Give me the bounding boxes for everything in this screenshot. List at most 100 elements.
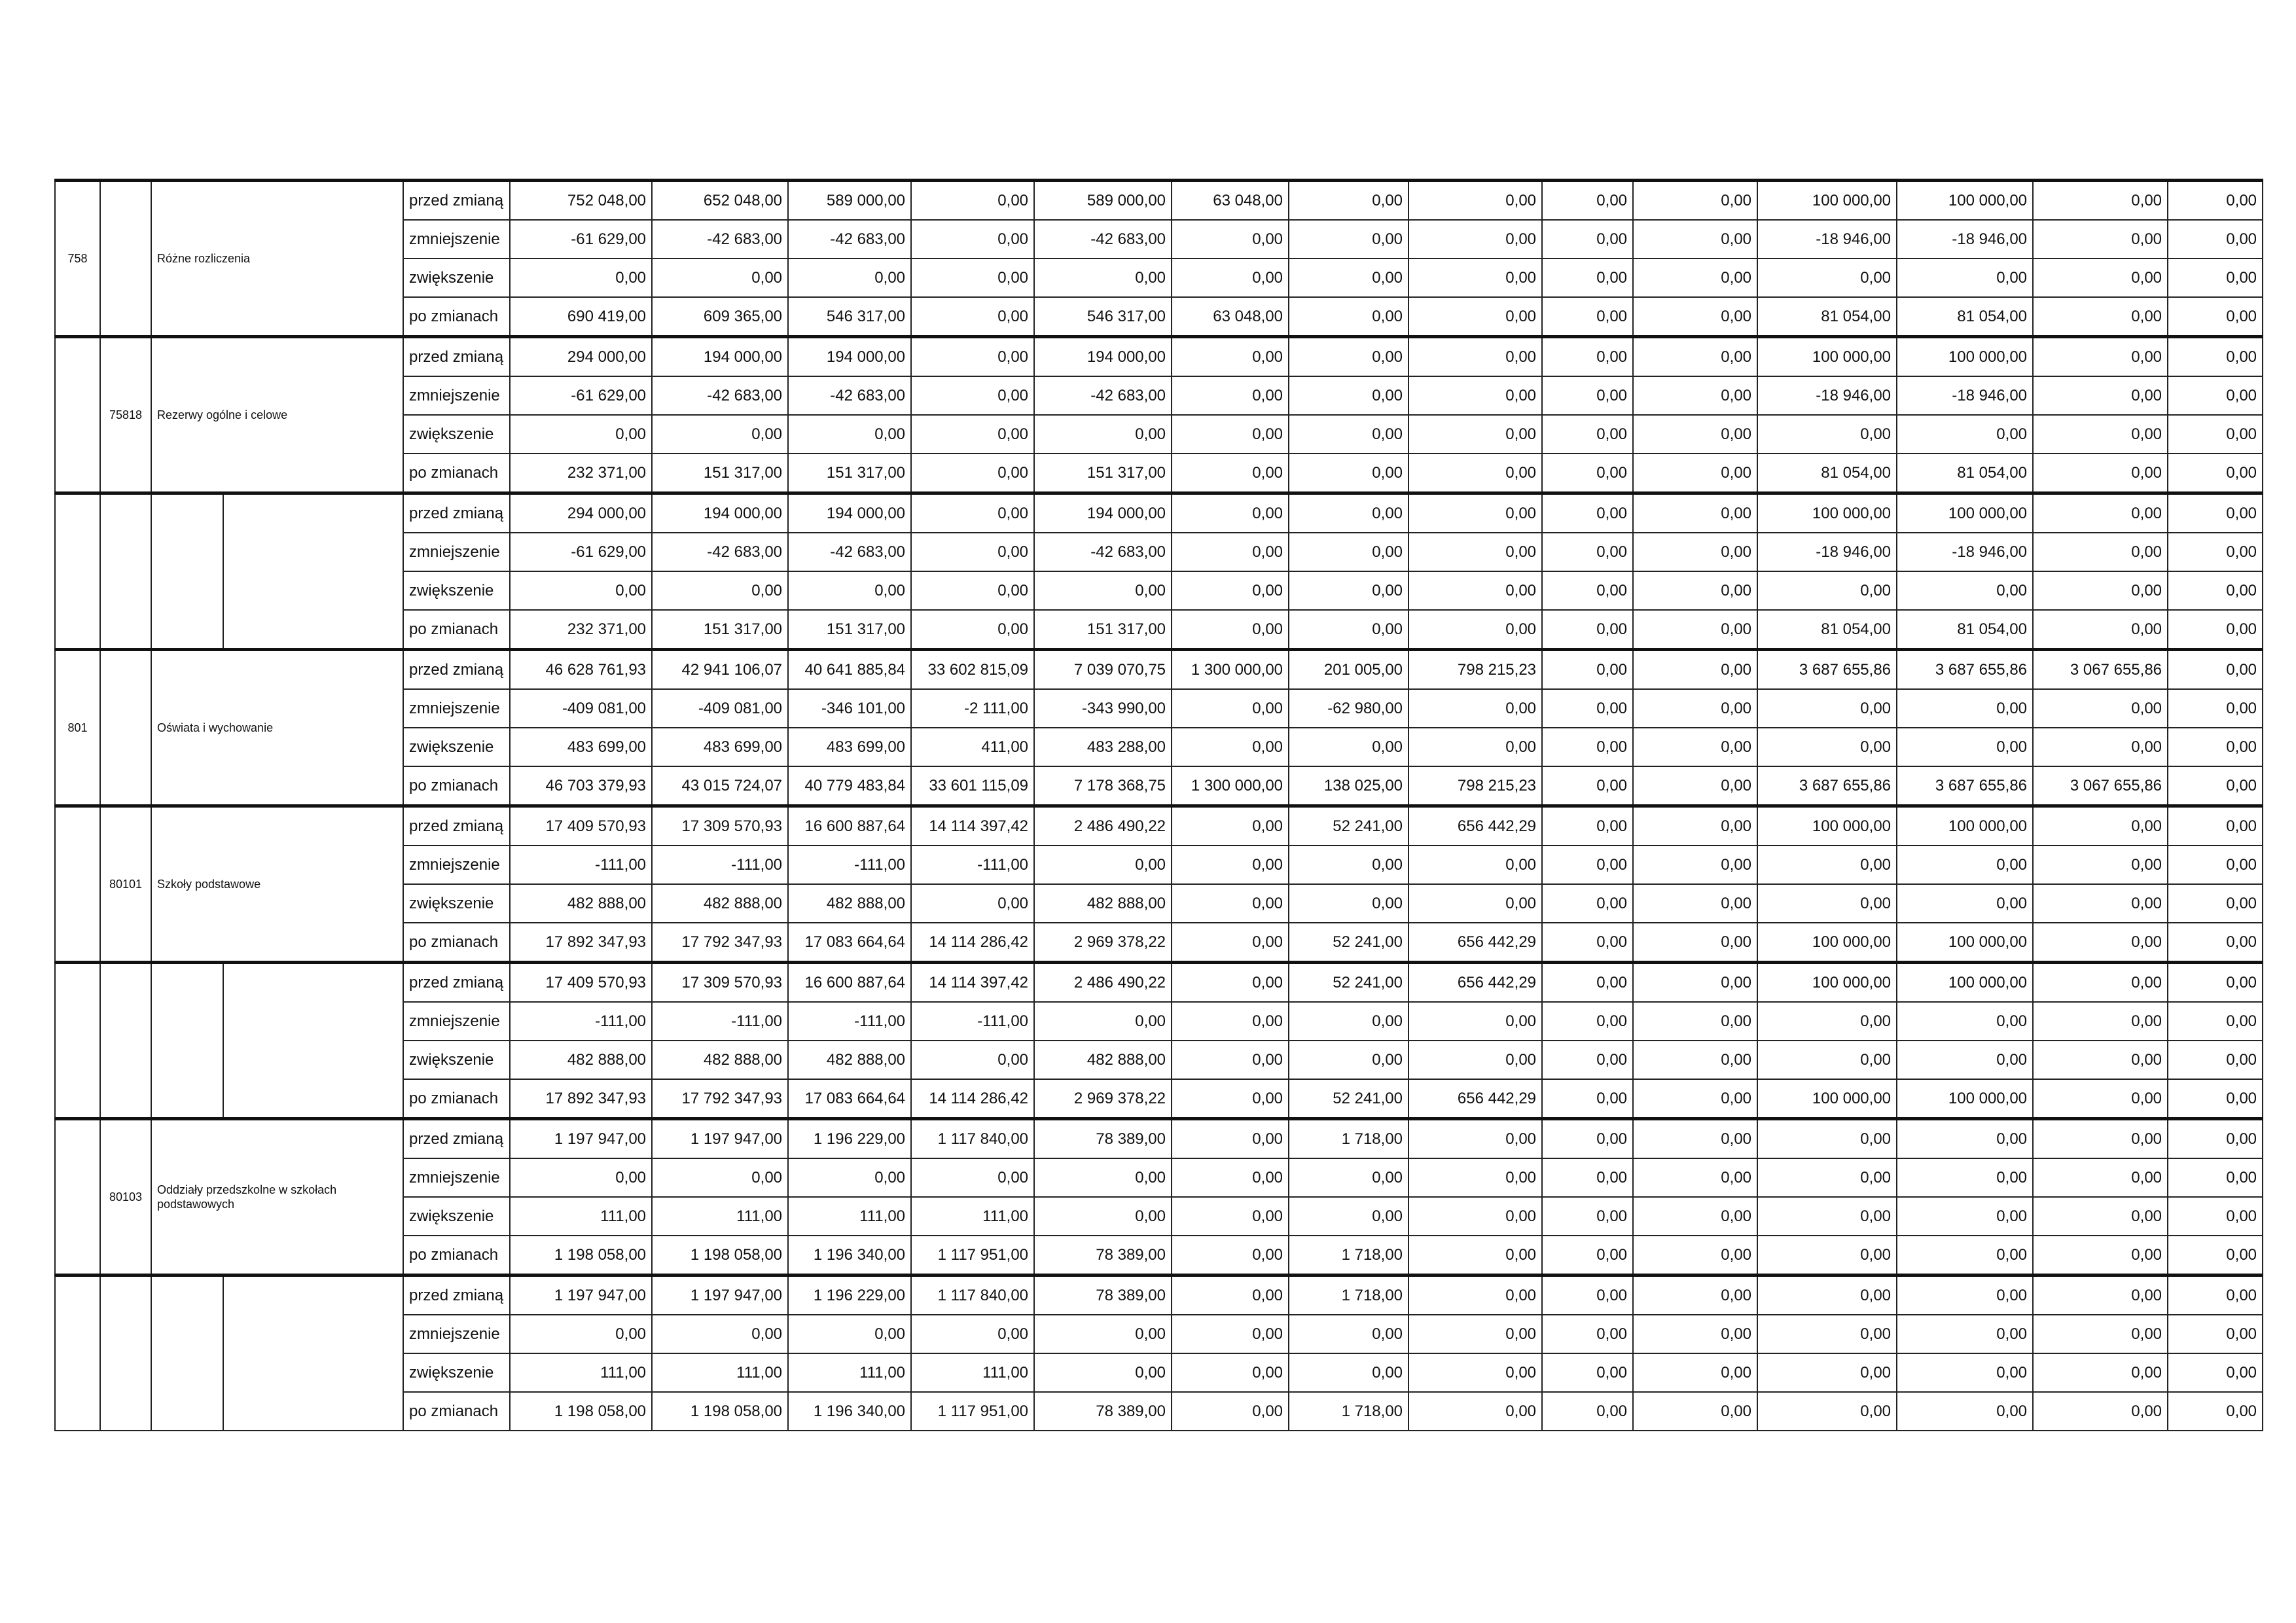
value-cell: -18 946,00 — [1757, 219, 1898, 259]
row-label: zmniejszenie — [403, 845, 511, 885]
value-cell: 0,00 — [1541, 804, 1634, 846]
value-cell: 0,00 — [2032, 219, 2169, 259]
row-label: po zmianach — [403, 1079, 511, 1120]
value-cell: 0,00 — [2167, 414, 2264, 454]
value-cell: 0,00 — [1171, 1158, 1290, 1198]
value-cell: 0,00 — [2167, 532, 2264, 572]
value-cell: 0,00 — [1408, 376, 1543, 416]
row-label: zwiększenie — [403, 571, 511, 611]
value-cell: 1 300 000,00 — [1171, 648, 1290, 690]
table-row: zmniejszenie 0,00 0,00 0,00 0,00 0,00 0,00 0,00… — [55, 1314, 2264, 1354]
value-cell: 0,00 — [1171, 727, 1290, 767]
value-cell: 0,00 — [1896, 1158, 2034, 1198]
value-cell: 483 699,00 — [509, 727, 653, 767]
table-row: po zmianach 1 198 058,00 1 198 058,00 1 196… — [55, 1235, 2264, 1276]
budget-table: 758 Różne rozliczenia przed zmianą 752 048,… — [54, 179, 2264, 1431]
value-cell: -111,00 — [651, 1001, 789, 1041]
value-cell: 0,00 — [2167, 1001, 2264, 1041]
table-row: po zmianach 17 892 347,93 17 792 347,93 17 … — [55, 922, 2264, 963]
value-cell: 0,00 — [1408, 1353, 1543, 1393]
value-cell: 0,00 — [1632, 922, 1759, 963]
value-cell: 482 888,00 — [787, 1040, 912, 1080]
value-cell: -42 683,00 — [787, 376, 912, 416]
value-cell: 0,00 — [2167, 766, 2264, 807]
value-cell: 0,00 — [1033, 571, 1173, 611]
value-cell: 0,00 — [1288, 258, 1410, 298]
value-cell: 0,00 — [1408, 258, 1543, 298]
value-cell: 0,00 — [910, 571, 1035, 611]
value-cell: 0,00 — [509, 571, 653, 611]
value-cell: -42 683,00 — [1033, 532, 1173, 572]
value-cell: 0,00 — [1896, 1314, 2034, 1354]
value-cell: 0,00 — [1408, 532, 1543, 572]
value-cell: 546 317,00 — [787, 296, 912, 338]
value-cell: 81 054,00 — [1896, 609, 2034, 651]
value-cell: 100 000,00 — [1896, 1079, 2034, 1120]
value-cell: 0,00 — [1408, 491, 1543, 533]
value-cell: 0,00 — [2167, 1040, 2264, 1080]
value-cell: -18 946,00 — [1896, 219, 2034, 259]
value-cell: 2 486 490,22 — [1033, 961, 1173, 1003]
value-cell: 0,00 — [910, 296, 1035, 338]
value-cell: 0,00 — [1541, 296, 1634, 338]
name-cell: Szkoły podstawowe — [150, 804, 404, 963]
value-cell: 0,00 — [651, 258, 789, 298]
value-cell: 0,00 — [2032, 296, 2169, 338]
row-label: po zmianach — [403, 766, 511, 807]
value-cell: 0,00 — [1541, 453, 1634, 494]
value-cell: 1 117 951,00 — [910, 1391, 1035, 1431]
value-cell: 0,00 — [1541, 1314, 1634, 1354]
value-cell: 0,00 — [1171, 453, 1290, 494]
value-cell: 0,00 — [1757, 414, 1898, 454]
value-cell: 40 779 483,84 — [787, 766, 912, 807]
value-cell: 0,00 — [1632, 571, 1759, 611]
table-row: 801 Oświata i wychowanie przed zmianą 46 62… — [54, 648, 2264, 807]
value-cell: 0,00 — [1033, 845, 1173, 885]
value-cell: 0,00 — [2167, 1158, 2264, 1198]
value-cell: -42 683,00 — [651, 532, 789, 572]
value-cell: 0,00 — [1896, 1235, 2034, 1276]
value-cell: 1 197 947,00 — [509, 1274, 653, 1315]
value-cell: 111,00 — [787, 1196, 912, 1236]
value-cell: 0,00 — [2032, 532, 2169, 572]
value-cell: 100 000,00 — [1757, 922, 1898, 963]
value-cell: 0,00 — [2032, 1040, 2169, 1080]
dzial-cell — [54, 335, 101, 494]
value-cell: 656 442,29 — [1408, 1079, 1543, 1120]
value-cell: 78 389,00 — [1033, 1235, 1173, 1276]
value-cell: 0,00 — [1171, 1391, 1290, 1431]
value-cell: 483 699,00 — [787, 727, 912, 767]
value-cell: 0,00 — [1632, 453, 1759, 494]
value-cell: 0,00 — [1541, 571, 1634, 611]
value-cell: 0,00 — [2167, 883, 2264, 923]
value-cell: 411,00 — [910, 727, 1035, 767]
value-cell: 0,00 — [1896, 845, 2034, 885]
table-row: 80103 Oddziały przedszkolne w szkołach po… — [54, 1117, 2264, 1276]
table-row: zwiększenie 482 888,00 482 888,00 482 888,0… — [55, 1040, 2264, 1080]
table-row: 758 Różne rozliczenia przed zmianą 752 048,… — [54, 179, 2264, 338]
value-cell: 0,00 — [1632, 258, 1759, 298]
value-cell: -42 683,00 — [1033, 376, 1173, 416]
value-cell: 752 048,00 — [509, 179, 653, 221]
value-cell: 0,00 — [1408, 571, 1543, 611]
rozdzial-cell — [99, 1274, 152, 1431]
value-cell: 589 000,00 — [1033, 179, 1173, 221]
value-cell: 0,00 — [1896, 1196, 2034, 1236]
value-cell: 0,00 — [2032, 335, 2169, 377]
value-cell: 0,00 — [910, 414, 1035, 454]
value-cell: 0,00 — [1757, 1117, 1898, 1159]
value-cell: 17 083 664,64 — [787, 922, 912, 963]
value-cell: 0,00 — [509, 1158, 653, 1198]
value-cell: 0,00 — [2167, 961, 2264, 1003]
row-label: po zmianach — [403, 453, 511, 494]
value-cell: 2 969 378,22 — [1033, 922, 1173, 963]
value-cell: 0,00 — [1632, 845, 1759, 885]
dzial-cell — [54, 491, 101, 651]
value-cell: 0,00 — [1171, 1196, 1290, 1236]
value-cell: 0,00 — [1171, 609, 1290, 651]
value-cell: -42 683,00 — [651, 376, 789, 416]
value-cell: 194 000,00 — [1033, 335, 1173, 377]
value-cell: 0,00 — [787, 1158, 912, 1198]
name-cell: Oddziały przedszkolne w szkołach podstaw… — [150, 1117, 404, 1276]
value-cell: 1 196 229,00 — [787, 1274, 912, 1315]
